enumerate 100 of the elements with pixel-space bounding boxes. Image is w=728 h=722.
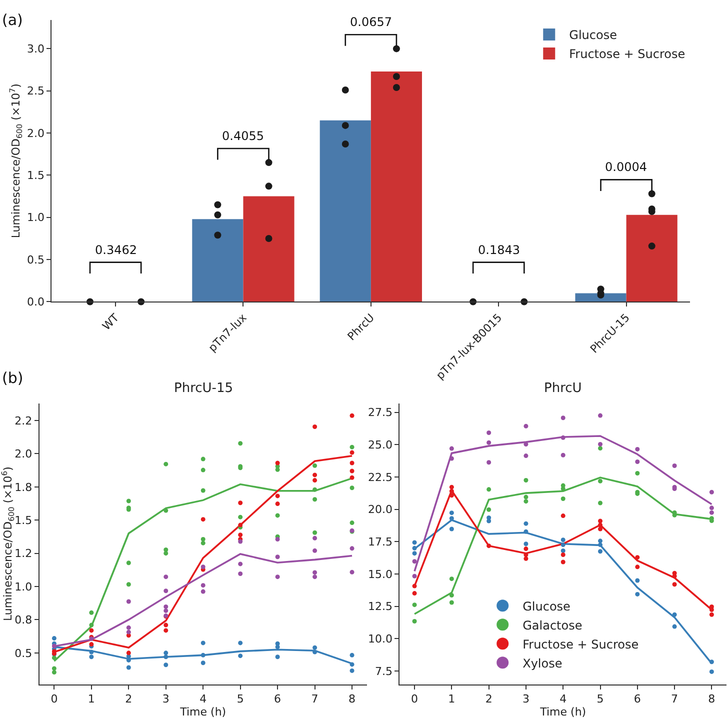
- x-tick-label: 7: [311, 692, 318, 706]
- x-tick-label: 0: [411, 692, 418, 706]
- y-tick-label: 2.2: [14, 414, 32, 428]
- point: [412, 574, 417, 578]
- y-tick-label: 0.0: [26, 296, 44, 309]
- point: [560, 435, 566, 440]
- point: [52, 644, 56, 648]
- point: [412, 584, 417, 588]
- point: [486, 544, 492, 548]
- point: [635, 446, 640, 452]
- point: [449, 576, 454, 582]
- point: [412, 559, 417, 564]
- point: [200, 468, 206, 472]
- point: [164, 588, 168, 594]
- point: [275, 574, 280, 580]
- y-tick-label: 1.5: [14, 514, 32, 527]
- point: [598, 526, 602, 532]
- point: [238, 514, 243, 520]
- point: [275, 654, 280, 660]
- point: [312, 424, 318, 430]
- y-tick-label: 2.0: [14, 448, 32, 461]
- point: [89, 622, 94, 628]
- point: [524, 521, 528, 526]
- point: [164, 650, 168, 656]
- point: [449, 510, 454, 516]
- point: [486, 507, 492, 512]
- point: [312, 548, 318, 553]
- point: [89, 628, 94, 633]
- bar: [243, 196, 294, 302]
- point: [350, 475, 354, 480]
- point: [312, 497, 318, 502]
- point: [200, 660, 206, 666]
- x-tick-label: 5: [596, 692, 604, 706]
- y-tick-label: 20.0: [368, 503, 392, 516]
- point: [126, 560, 131, 566]
- point: [524, 494, 528, 500]
- point: [200, 652, 206, 658]
- point: [275, 460, 280, 466]
- point: [598, 538, 602, 544]
- point: [312, 650, 318, 654]
- point: [164, 574, 168, 580]
- point: [635, 555, 640, 560]
- y-tick-label: 1.2: [14, 547, 32, 560]
- point: [350, 668, 354, 673]
- point: [238, 500, 243, 506]
- point: [635, 564, 640, 570]
- y-tick-label: 2.0: [26, 126, 44, 140]
- point: [350, 662, 354, 667]
- point: [350, 413, 354, 418]
- point: [598, 442, 602, 447]
- point: [486, 487, 492, 492]
- point: [164, 622, 168, 628]
- point: [598, 446, 602, 451]
- point: [350, 652, 354, 658]
- y-tick-label: 3.0: [26, 42, 44, 56]
- point: [350, 444, 354, 450]
- point: [275, 554, 280, 560]
- x-tick-label: 8: [708, 692, 716, 706]
- point: [164, 604, 168, 609]
- point: [672, 582, 677, 587]
- y-tick-label: 0.5: [26, 253, 44, 266]
- y-tick-label: 22.5: [368, 470, 392, 484]
- point: [200, 517, 206, 522]
- x-tick-label: 2: [125, 692, 132, 706]
- point: [238, 572, 243, 576]
- annotation: 0.0657: [350, 15, 392, 29]
- point: [709, 490, 714, 494]
- x-tick-label: 5: [236, 692, 244, 706]
- point: [126, 498, 131, 504]
- point: [486, 440, 492, 445]
- legend-label: Glucose: [569, 28, 617, 42]
- point: [560, 552, 566, 557]
- chart-title: PhrcU-15: [174, 381, 234, 396]
- point: [312, 487, 318, 492]
- point: [635, 592, 640, 596]
- point: [164, 462, 168, 466]
- point: [524, 478, 528, 482]
- legend-label: Xylose: [522, 656, 562, 670]
- x-tick-label: 6: [274, 692, 282, 706]
- point: [350, 570, 354, 574]
- point: [275, 502, 280, 506]
- text: (b): [2, 369, 24, 387]
- point: [598, 522, 602, 528]
- y-tick-label: 15.0: [368, 568, 392, 581]
- point: [412, 551, 417, 556]
- y-tick-label: 1.8: [14, 480, 32, 494]
- point: [672, 612, 677, 617]
- x-tick-label: 0: [50, 692, 58, 706]
- point: [524, 542, 528, 546]
- point: [449, 526, 454, 532]
- point: [164, 551, 168, 556]
- point: [635, 471, 640, 476]
- point: [126, 625, 131, 630]
- point: [412, 540, 417, 545]
- y-tick-label: 1.0: [14, 580, 32, 594]
- point: [449, 484, 454, 490]
- point: [350, 468, 354, 474]
- point: [200, 488, 206, 493]
- text: (a): [2, 11, 23, 29]
- bar: [192, 219, 244, 302]
